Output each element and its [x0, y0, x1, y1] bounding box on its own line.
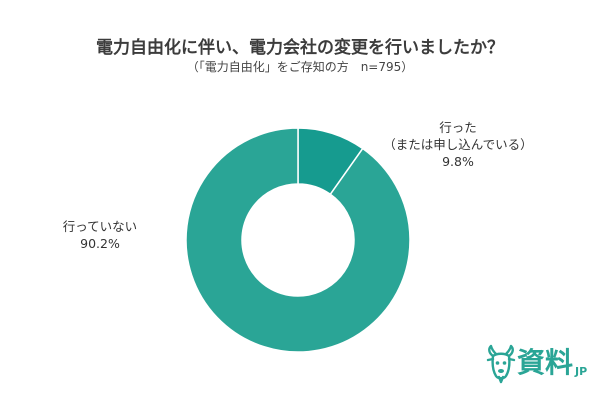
slice-value-not-went: 90.2% [80, 236, 120, 251]
shiryo-jp-logo: 資料 JP [484, 340, 598, 390]
donut-slice-2 [185, 127, 411, 353]
logo-suffix: JP [575, 365, 588, 378]
slice-label-not-went-line1: 行っていない [62, 219, 138, 234]
logo-text: 資料 [517, 346, 574, 379]
slice-label-went-line2: （または申し込んでいる） [383, 137, 533, 152]
goat-icon [486, 344, 516, 384]
slice-label-went-line1: 行った [439, 120, 477, 135]
chart-title: 電力自由化に伴い、電力会社の変更を行いましたか？ [96, 38, 504, 58]
slice-label-went: 行った （または申し込んでいる） 9.8% [378, 119, 538, 170]
chart-subtitle: （「電力自由化」をご存知の方 n=795） [186, 60, 414, 74]
slice-value-went: 9.8% [442, 154, 474, 169]
slice-label-not-went: 行っていない 90.2% [40, 218, 160, 252]
